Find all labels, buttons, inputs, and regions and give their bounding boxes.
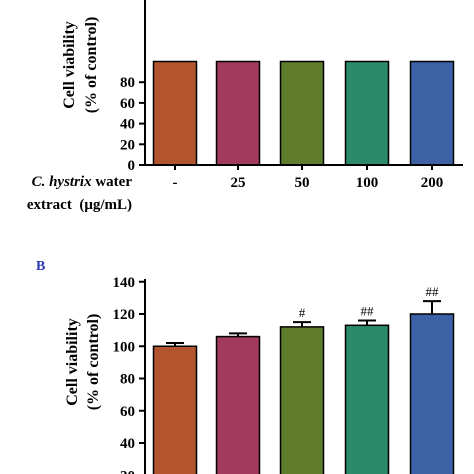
panel-a-ylabel-line2: (% of control) bbox=[83, 17, 100, 114]
panel-a-ytick-label: 20 bbox=[120, 137, 135, 153]
panel-b-ylabel-line2: (% of control) bbox=[85, 314, 102, 411]
panel-b-ytick-label: 20 bbox=[120, 468, 135, 474]
panel-b-ytick-label: 40 bbox=[120, 436, 135, 452]
panel-b-bars: # #### bbox=[152, 284, 455, 474]
panel-b-letter: B bbox=[36, 259, 45, 274]
panel-a-xtick-label: - bbox=[173, 175, 178, 191]
panel-a-yticks: 0 20 40 60 80 bbox=[120, 75, 145, 174]
panel-a-bars bbox=[152, 60, 455, 166]
panel-a-ytick-label: 60 bbox=[120, 96, 135, 112]
panel-b-ytick-label: 60 bbox=[120, 404, 135, 420]
panel-a-xtick-label: 25 bbox=[231, 175, 246, 191]
panel-a-ylabel-line1: Cell viability bbox=[61, 21, 78, 109]
panel-b-yticks: 20 40 60 80 100 120 140 bbox=[113, 275, 145, 474]
panel-b-ytick-label: 100 bbox=[113, 339, 136, 355]
panel-a-xlabel-line2: extract (μg/mL) bbox=[27, 197, 132, 213]
panel-a-xlabel-line1: C. hystrix water bbox=[32, 174, 133, 190]
panel-b-significance-label: # bbox=[299, 305, 306, 320]
panel-a-xticks: - 25 50 100 200 bbox=[173, 165, 444, 191]
panel-a-xtick-label: 200 bbox=[421, 175, 444, 191]
panel-a-bar bbox=[279, 60, 325, 166]
panel-a-xtick-label: 50 bbox=[295, 175, 310, 191]
panel-b-ylabel-line1: Cell viability bbox=[64, 318, 81, 406]
panel-b-bar bbox=[344, 324, 390, 474]
panel-a-bar bbox=[152, 60, 198, 166]
panel-b: B ##### 20406080100120140 Cell viability… bbox=[36, 259, 455, 474]
panel-b-significance-label: ## bbox=[361, 303, 375, 318]
panel-a-ytick-label: 80 bbox=[120, 75, 135, 91]
panel-a-ytick-label: 0 bbox=[128, 158, 136, 174]
panel-a-xtick-label: 100 bbox=[356, 175, 379, 191]
panel-a-bar bbox=[344, 60, 390, 166]
panel-b-bar bbox=[152, 345, 198, 474]
panel-a: 0 20 40 60 80 - 25 50 100 200 Cell viability (% … bbox=[27, 0, 463, 213]
panel-b-bar bbox=[215, 335, 261, 474]
panel-b-ytick-label: 140 bbox=[113, 275, 136, 291]
panel-a-bar bbox=[215, 60, 261, 166]
panel-b-significance-label: ## bbox=[426, 284, 440, 299]
panel-b-ytick-label: 120 bbox=[113, 307, 136, 323]
panel-b-bar bbox=[279, 326, 325, 474]
panel-a-ytick-label: 40 bbox=[120, 117, 135, 133]
panel-a-bar bbox=[409, 60, 455, 166]
panel-b-bar bbox=[409, 313, 455, 474]
panel-b-ytick-label: 80 bbox=[120, 372, 135, 388]
